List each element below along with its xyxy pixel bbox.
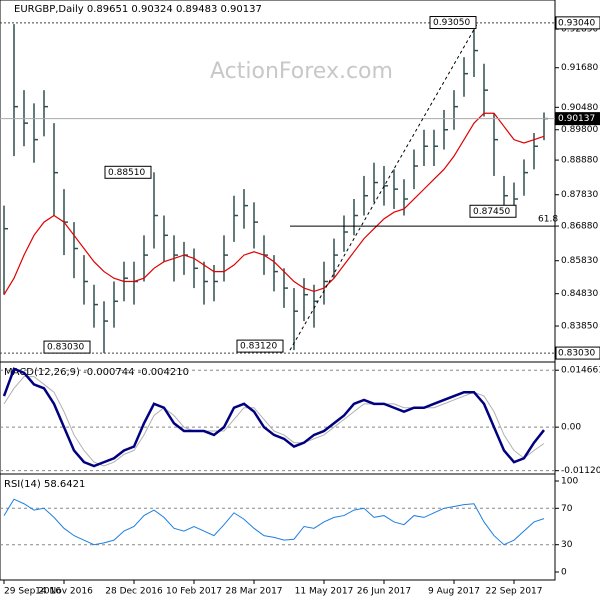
macd-title: MACD(12,26,9) -0.000744 -0.004210 — [4, 367, 189, 378]
annotation-box — [104, 165, 152, 179]
y-tick-label: 0.87830 — [561, 190, 598, 200]
annotation: 0.87450 — [473, 207, 510, 217]
y-tick-label: 0.84830 — [561, 289, 598, 299]
price-box — [555, 346, 600, 360]
y-tick-label: 0.92850 — [561, 25, 598, 35]
y-tick-label: -0.011202 — [561, 466, 600, 476]
y-tick-label: 0 — [561, 567, 567, 577]
moving-average — [3, 112, 545, 295]
frame — [0, 0, 556, 581]
price-label: 0.93040 — [558, 18, 595, 28]
annotation-box — [469, 204, 517, 218]
y-tick-label: 0.85830 — [561, 256, 598, 266]
macd-line — [3, 376, 545, 467]
x-tick-label: 9 Aug 2017 — [428, 587, 480, 597]
annotation: 0.93050 — [433, 18, 470, 28]
annotation-box — [429, 16, 477, 30]
y-tick-label: 0.86880 — [561, 222, 598, 232]
price-box — [555, 16, 600, 30]
x-tick-label: 10 Feb 2017 — [166, 587, 222, 597]
annotation: 0.83030 — [47, 343, 84, 353]
annotation: 0.83120 — [240, 342, 277, 352]
x-tick-label: 26 Jun 2017 — [357, 587, 411, 597]
x-tick-label: 22 Sep 2017 — [485, 587, 542, 597]
x-tick-label: 28 Mar 2017 — [225, 587, 282, 597]
y-tick-label: 0.90480 — [561, 103, 598, 113]
price-label: 0.90137 — [558, 114, 595, 124]
price-label: 0.83030 — [558, 349, 595, 359]
y-tick-label: 0.014661 — [561, 366, 600, 376]
x-tick-label: 11 May 2017 — [295, 587, 354, 597]
rsi-title: RSI(14) 58.6421 — [4, 479, 85, 490]
macd-line — [2, 367, 545, 468]
x-tick-label: 29 Sep 2016 — [4, 587, 61, 597]
y-tick-label: 0.83850 — [561, 322, 598, 332]
price-box — [555, 112, 600, 126]
y-tick-label: 70 — [561, 504, 573, 514]
header: EURGBP,Daily 0.89651 0.90324 0.89483 0.9… — [14, 4, 262, 15]
y-tick-label: 0.00 — [561, 423, 581, 433]
y-tick-label: 30 — [561, 540, 573, 550]
annotation-box — [236, 339, 284, 353]
x-tick-label: 28 Dec 2016 — [105, 587, 163, 597]
trend-line — [289, 22, 479, 351]
annotation-box — [43, 340, 91, 354]
rsi-line — [3, 498, 545, 546]
annotation: 0.88510 — [108, 168, 145, 178]
y-tick-label: 0.91680 — [561, 63, 598, 73]
y-tick-label: 100 — [561, 477, 578, 487]
x-tick-label: 14 Nov 2016 — [35, 587, 93, 597]
fib-label: 61.8 — [538, 215, 558, 225]
y-tick-label: 0.89800 — [561, 125, 598, 135]
y-tick-label: 0.88880 — [561, 156, 598, 166]
watermark: ActionForex.com — [210, 59, 393, 84]
